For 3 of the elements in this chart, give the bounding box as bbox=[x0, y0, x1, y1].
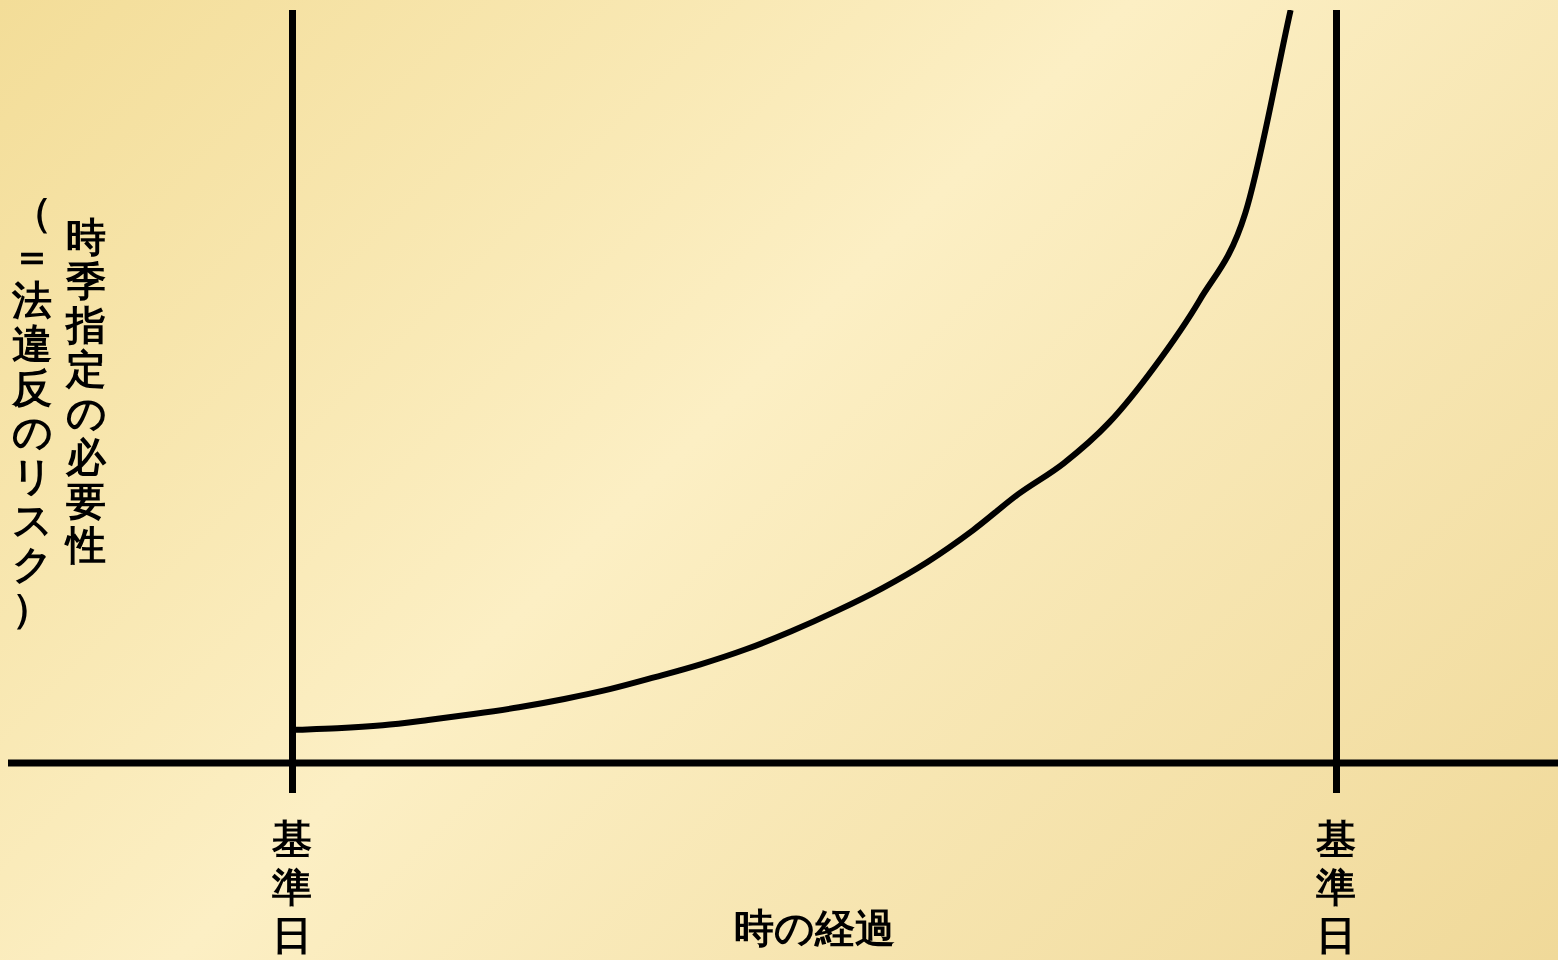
x-tick-label: 基準日 bbox=[271, 816, 312, 959]
x-tick-label: 基準日 bbox=[1315, 816, 1356, 959]
x-axis-title: 時の経過 bbox=[733, 905, 895, 952]
